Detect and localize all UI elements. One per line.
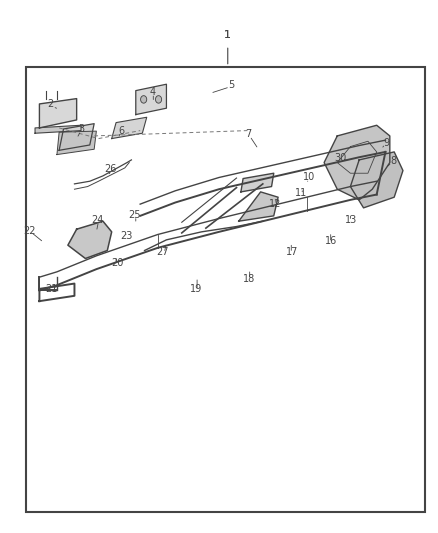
Polygon shape [59, 124, 94, 150]
Polygon shape [57, 131, 96, 155]
Text: 25: 25 [129, 210, 141, 220]
Text: 7: 7 [246, 130, 252, 139]
Text: 1: 1 [224, 30, 231, 39]
Text: 13: 13 [345, 215, 357, 224]
Text: 11: 11 [295, 188, 307, 198]
Text: 20: 20 [111, 258, 123, 268]
Text: 8: 8 [390, 156, 396, 166]
Text: 5: 5 [228, 80, 234, 90]
Circle shape [155, 96, 162, 103]
Text: 30: 30 [335, 154, 347, 163]
Text: 17: 17 [286, 247, 298, 257]
Text: 22: 22 [24, 226, 36, 236]
Text: 9: 9 [383, 138, 389, 148]
Polygon shape [39, 99, 77, 128]
Text: 18: 18 [243, 274, 255, 284]
Text: 4: 4 [149, 87, 155, 96]
Polygon shape [241, 173, 274, 192]
Polygon shape [239, 192, 278, 221]
Text: 24: 24 [91, 215, 103, 224]
Text: 19: 19 [190, 285, 202, 294]
Text: 1: 1 [224, 30, 231, 39]
Text: 21: 21 [46, 285, 58, 294]
Polygon shape [136, 84, 166, 115]
Text: 27: 27 [157, 247, 169, 257]
Polygon shape [324, 125, 390, 200]
Text: 10: 10 [303, 172, 315, 182]
Text: 2: 2 [47, 100, 53, 109]
Polygon shape [350, 152, 403, 208]
Circle shape [141, 96, 147, 103]
Polygon shape [112, 117, 147, 139]
Text: 26: 26 [104, 165, 117, 174]
Text: 3: 3 [78, 124, 84, 134]
Polygon shape [35, 125, 81, 133]
Text: 6: 6 [118, 126, 124, 135]
Polygon shape [68, 221, 112, 259]
Text: 23: 23 [120, 231, 132, 240]
Text: 12: 12 [269, 199, 281, 209]
Text: 16: 16 [325, 237, 338, 246]
